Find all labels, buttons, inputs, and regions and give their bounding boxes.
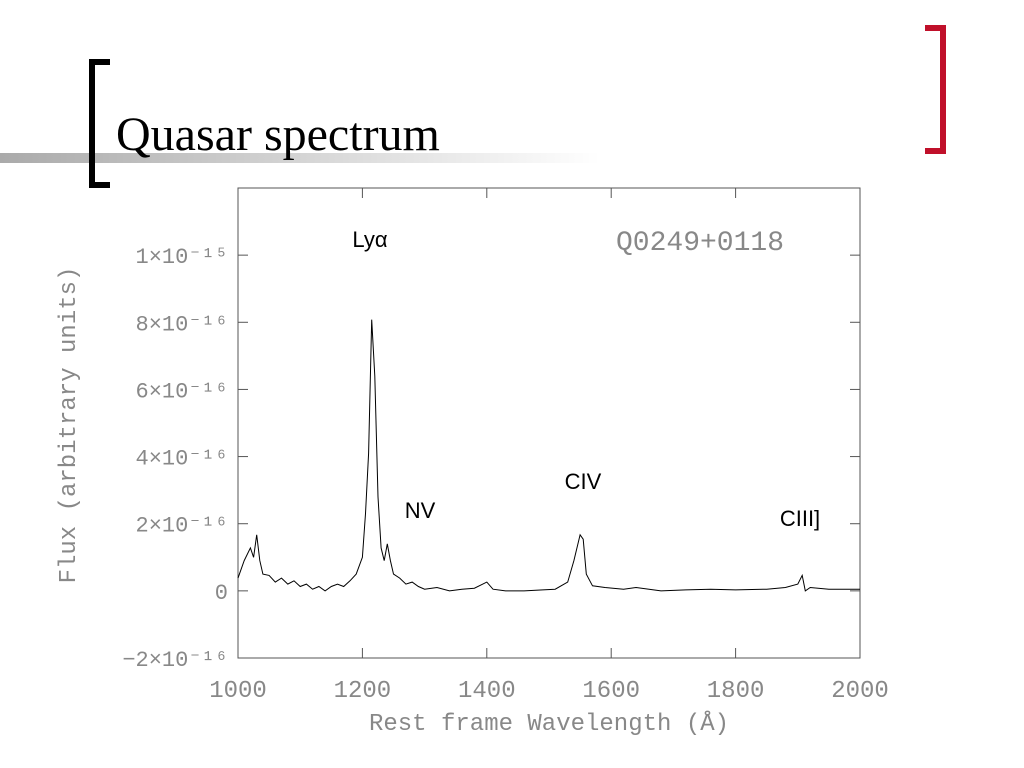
- annotation: Lyα: [352, 227, 387, 252]
- y-tick-label: 0: [215, 581, 228, 606]
- title-bar: [0, 153, 600, 163]
- y-tick-label: −2×10⁻¹⁶: [122, 648, 228, 673]
- slide-title: Quasar spectrum: [116, 108, 440, 161]
- y-axis-label: Flux (arbitrary units): [56, 267, 83, 584]
- left-bracket: [89, 59, 110, 188]
- annotation: Q0249+0118: [616, 228, 784, 259]
- x-tick-label: 1600: [582, 678, 640, 705]
- annotation: CIV: [565, 469, 602, 494]
- annotation: CIII]: [780, 506, 820, 531]
- x-tick-label: 2000: [831, 678, 889, 705]
- x-tick-label: 1200: [334, 678, 392, 705]
- y-tick-label: 8×10⁻¹⁶: [136, 312, 228, 337]
- x-axis-label: Rest frame Wavelength (Å): [369, 710, 729, 738]
- spectrum-line: [237, 319, 860, 592]
- y-tick-label: 1×10⁻¹⁵: [136, 245, 228, 270]
- x-tick-label: 1400: [458, 678, 516, 705]
- plot-frame: [237, 187, 861, 659]
- y-tick-label: 4×10⁻¹⁶: [136, 447, 228, 472]
- right-bracket: [925, 25, 946, 154]
- y-tick-label: 6×10⁻¹⁶: [136, 379, 228, 404]
- annotation: NV: [405, 498, 436, 523]
- y-tick-label: 2×10⁻¹⁶: [136, 514, 228, 539]
- x-tick-label: 1800: [707, 678, 765, 705]
- x-tick-label: 1000: [209, 678, 267, 705]
